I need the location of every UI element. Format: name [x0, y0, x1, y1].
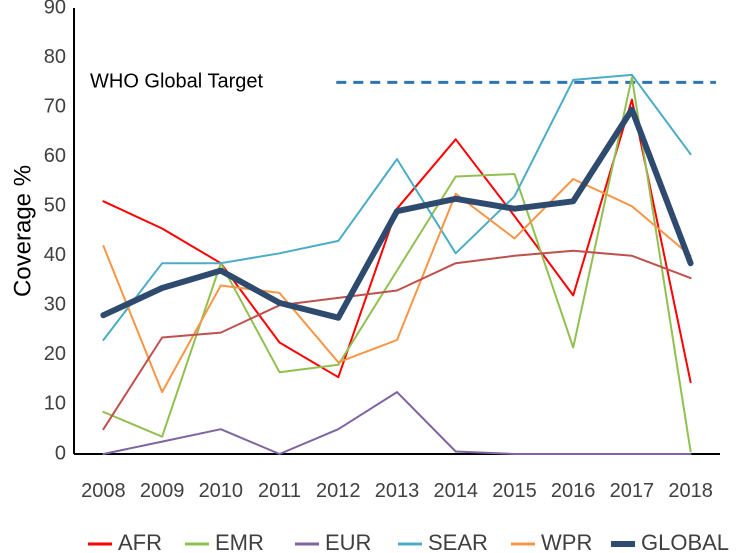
target-group: WHO Global Target [90, 71, 716, 93]
series-lines [100, 73, 694, 455]
y-tick-label: 10 [44, 393, 66, 415]
y-tick-label: 80 [44, 46, 66, 68]
x-tick-label: 2008 [81, 480, 126, 502]
x-tick-labels: 2008 2009 2010 2011 2012 2013 2014 2015 2016 2017… [81, 480, 713, 502]
legend-label-eur: EUR [325, 530, 371, 553]
x-tick-label: 2011 [258, 480, 301, 502]
sear-series-line [102, 73, 692, 341]
legend-label-sear: SEAR [428, 530, 488, 553]
legend-label-wpr: WPR [541, 530, 592, 553]
y-tick-label: 50 [44, 195, 66, 217]
y-tick-labels: 0 10 20 30 40 50 60 70 80 90 [44, 0, 66, 464]
y-tick-label: 40 [44, 244, 66, 266]
x-tick-label: 2017 [610, 480, 655, 502]
legend-label-global: GLOBAL [641, 530, 729, 553]
y-tick-label: 30 [44, 294, 66, 316]
global-series-line [100, 106, 694, 321]
x-tick-label: 2010 [199, 480, 244, 502]
y-tick-label: 60 [44, 145, 66, 167]
x-tick-label: 2014 [433, 480, 478, 502]
y-tick-label: 70 [44, 95, 66, 117]
legend-label-afr: AFR [118, 530, 162, 553]
x-tick-label: 2013 [375, 480, 420, 502]
y-axis-label: Coverage % [9, 165, 36, 297]
x-tick-label: 2015 [492, 480, 537, 502]
eur-series-line [102, 391, 692, 455]
y-tick-label: 20 [44, 343, 66, 365]
x-tick-label: 2012 [316, 480, 361, 502]
x-tick-label: 2016 [551, 480, 596, 502]
who-target-label: WHO Global Target [90, 71, 263, 93]
unlabeled-series-line [102, 249, 692, 431]
x-tick-label: 2018 [668, 480, 713, 502]
y-tick-label: 90 [44, 0, 66, 18]
wpr-series-line [102, 178, 692, 394]
y-tick-label: 0 [55, 442, 66, 464]
legend: AFR EMR EUR SEAR WPR GLOBAL [88, 530, 729, 553]
legend-label-emr: EMR [215, 530, 264, 553]
x-tick-label: 2009 [140, 480, 185, 502]
emr-series-line [102, 76, 692, 453]
